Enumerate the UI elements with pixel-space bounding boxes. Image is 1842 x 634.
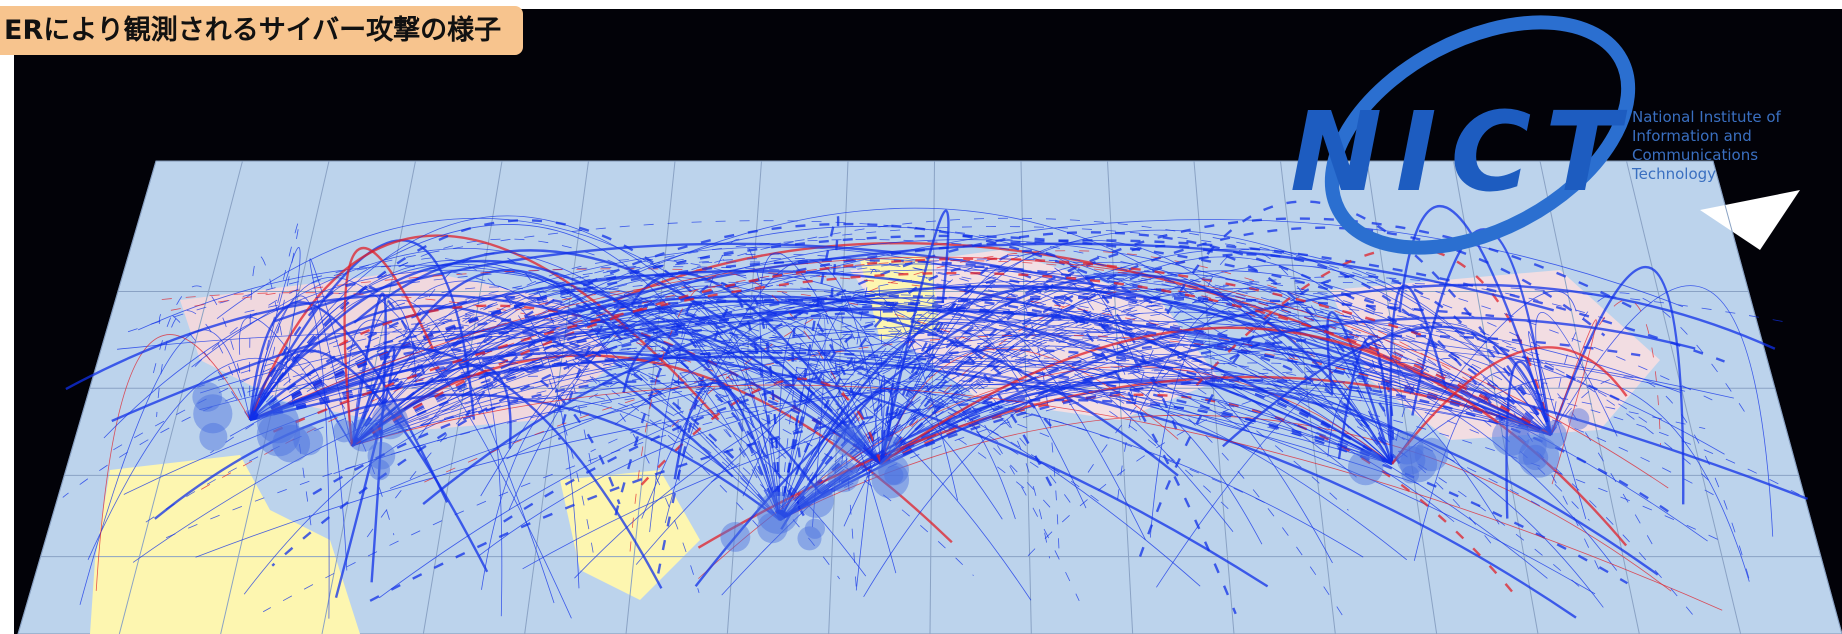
hub-dot [799,483,834,518]
hub-dot [257,413,300,456]
caption: ERにより観測されるサイバー攻撃の様子 [0,6,523,55]
hub-dot [872,461,910,499]
hub-dot [347,419,380,452]
hub-dot [1390,431,1423,464]
hub-dot [805,519,825,539]
hub-dot [833,425,865,457]
logo-text: National Institute ofInformation andComm… [1632,108,1781,184]
logo-line: Technology [1632,165,1781,184]
hub-dot [1348,450,1383,485]
hub-dot [199,423,227,451]
attack-map: NICT [0,0,1842,634]
hub-dot [1568,408,1589,429]
hub-dot [882,436,900,454]
margin [0,55,14,634]
screenshot: NICT ERにより観測されるサイバー攻撃の様子 National Instit… [0,0,1842,634]
logo-line: National Institute of [1632,108,1781,127]
hub-dot [369,459,390,480]
hub-dot [720,522,750,552]
hub-dot [757,492,799,534]
logo-line: Communications [1632,146,1781,165]
hub-dot [827,460,859,492]
logo-mark-text: NICT [1290,88,1628,216]
hub-dot [1518,437,1559,478]
logo-line: Information and [1632,127,1781,146]
